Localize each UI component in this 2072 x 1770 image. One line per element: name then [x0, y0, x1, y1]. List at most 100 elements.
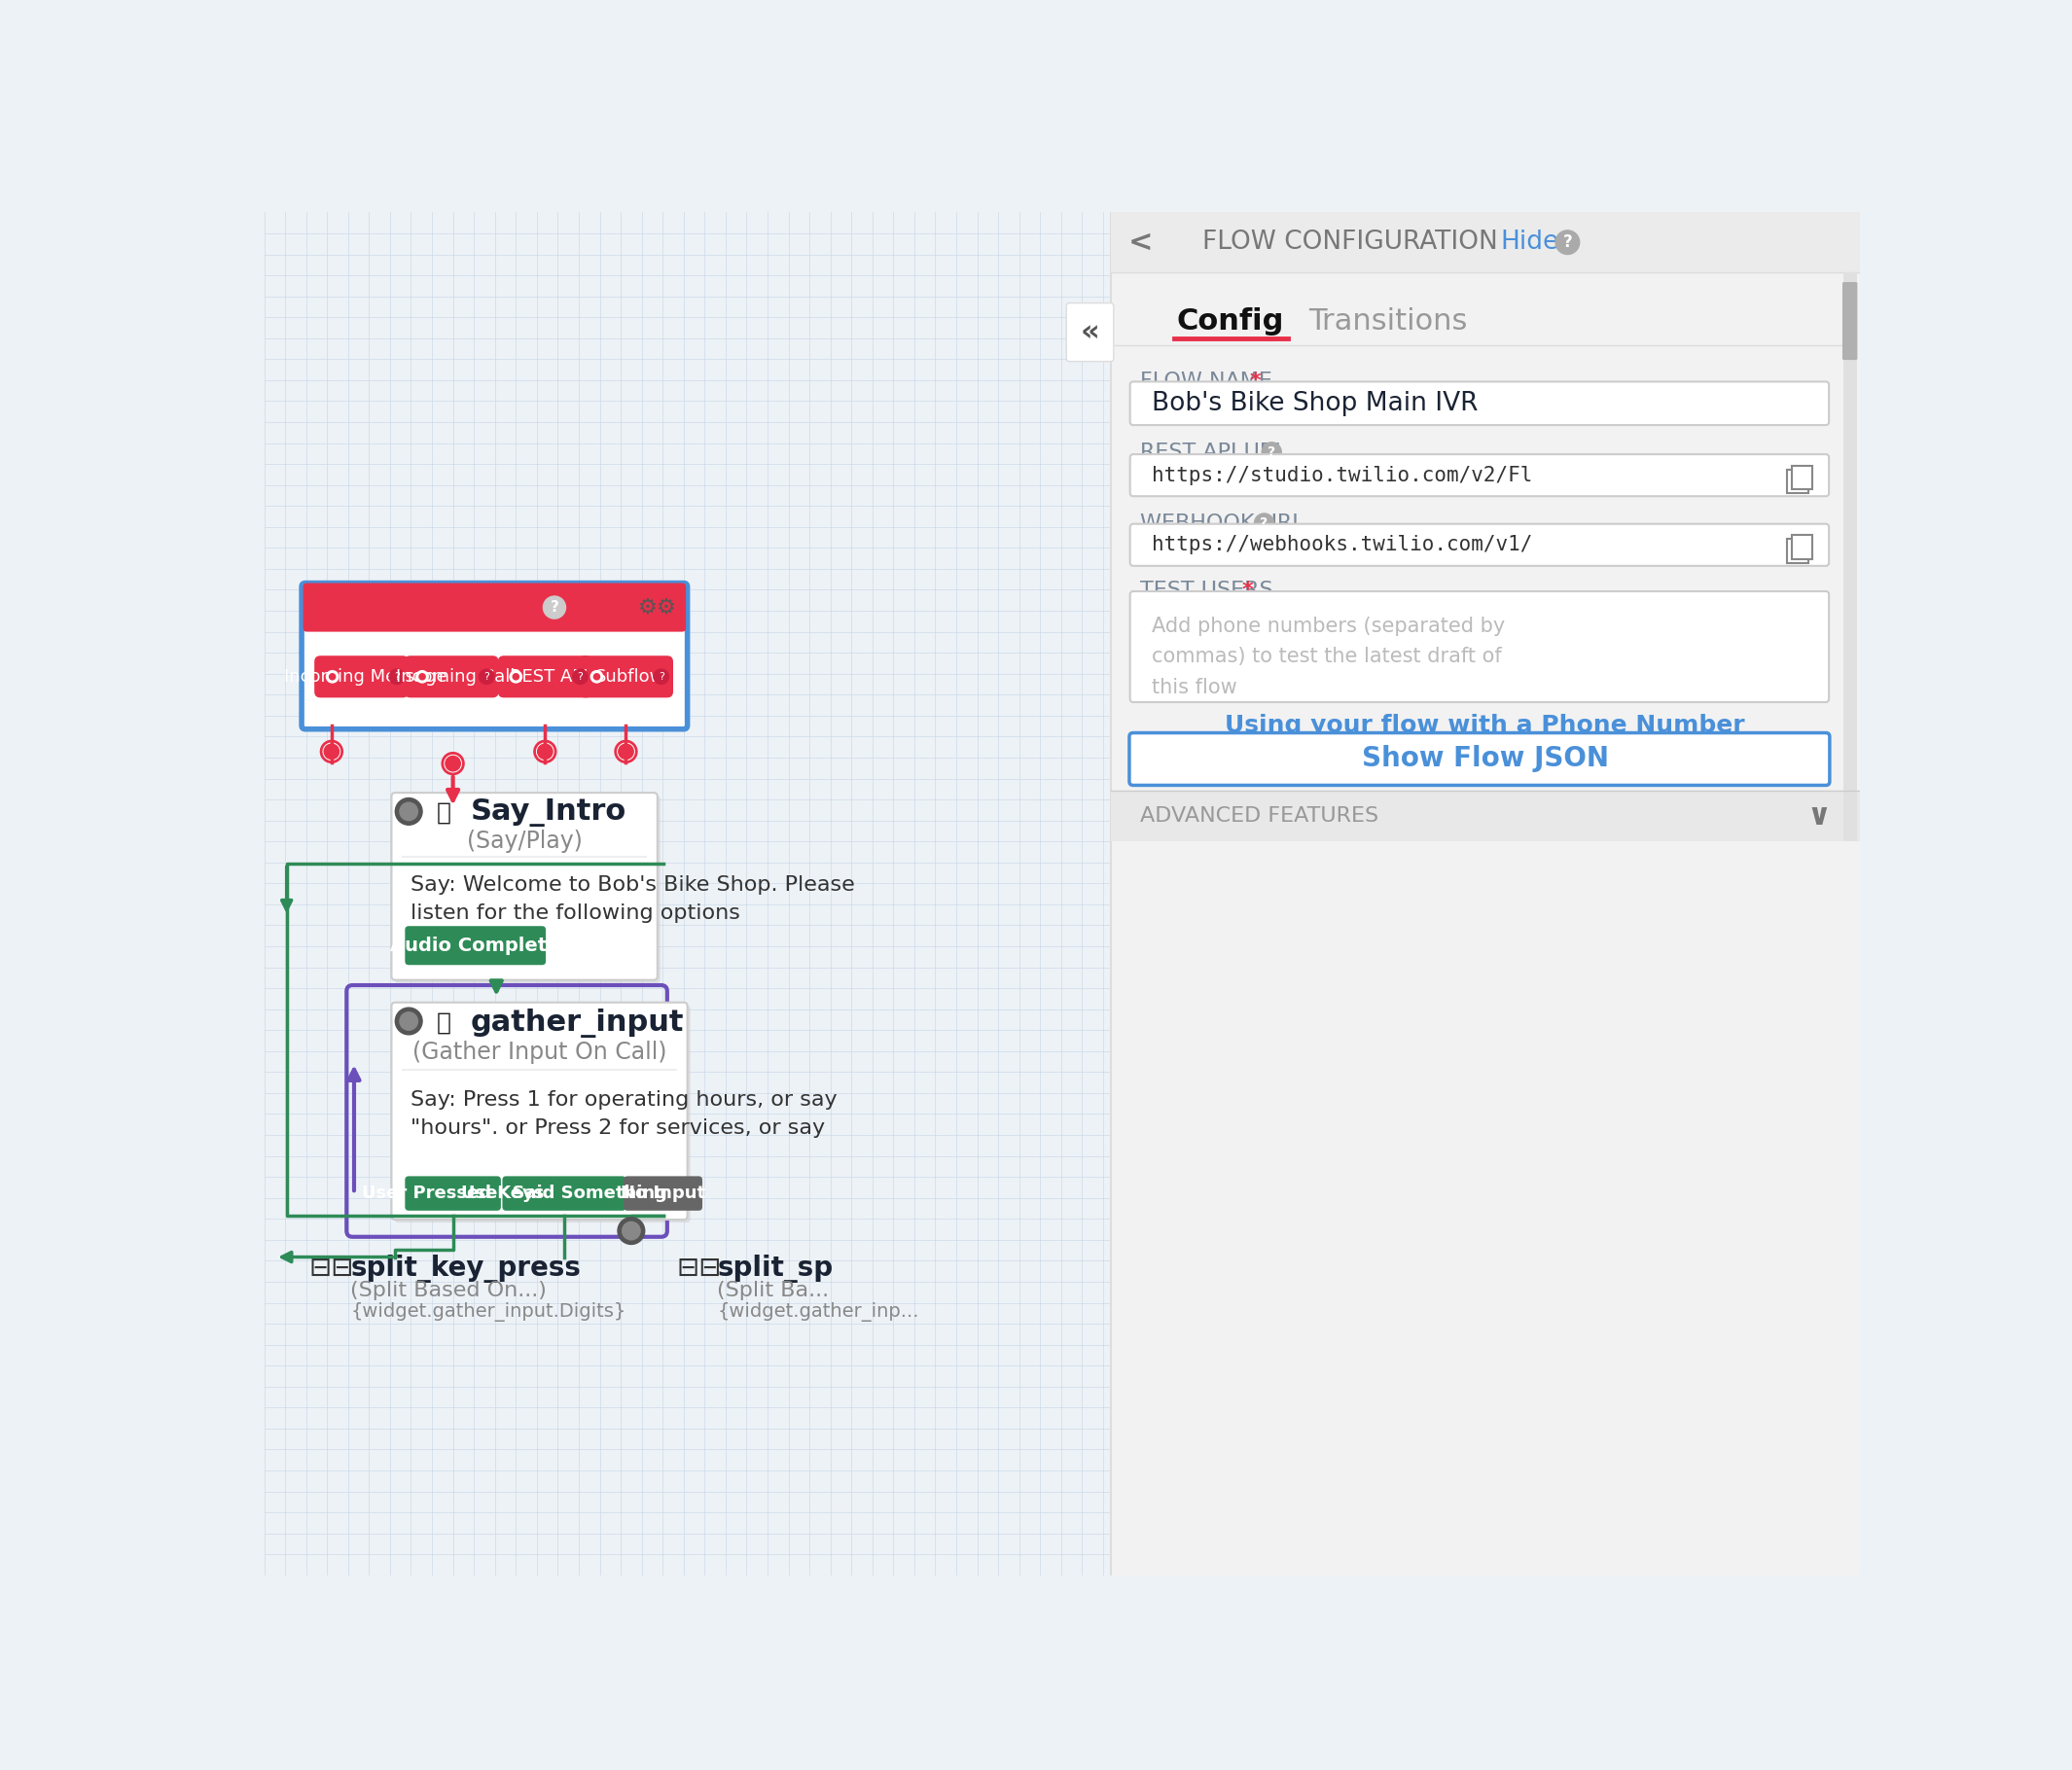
Circle shape: [1556, 230, 1579, 255]
Circle shape: [416, 671, 429, 683]
Text: ⊟⊟: ⊟⊟: [675, 1255, 721, 1281]
FancyBboxPatch shape: [392, 793, 657, 981]
Circle shape: [617, 1218, 644, 1244]
FancyBboxPatch shape: [307, 588, 682, 628]
Circle shape: [572, 669, 588, 685]
Circle shape: [535, 742, 555, 763]
Text: *: *: [1249, 372, 1260, 391]
Text: ?: ?: [659, 673, 663, 681]
Text: split_sp: split_sp: [717, 1255, 833, 1283]
Circle shape: [445, 756, 460, 772]
FancyBboxPatch shape: [578, 655, 673, 697]
FancyBboxPatch shape: [497, 655, 593, 697]
Text: Config: Config: [1177, 306, 1285, 335]
Circle shape: [617, 743, 634, 759]
Circle shape: [396, 798, 423, 825]
Circle shape: [323, 743, 340, 759]
FancyBboxPatch shape: [1129, 591, 1830, 703]
Text: Incoming Message: Incoming Message: [284, 667, 448, 685]
Circle shape: [327, 671, 338, 683]
FancyBboxPatch shape: [303, 582, 686, 632]
Text: (Split Based On...): (Split Based On...): [350, 1281, 547, 1301]
FancyBboxPatch shape: [624, 1177, 702, 1211]
Text: 📞: 📞: [437, 802, 452, 825]
Text: REST API: REST API: [510, 667, 588, 685]
Circle shape: [400, 1012, 419, 1030]
FancyBboxPatch shape: [1842, 281, 1857, 359]
Circle shape: [615, 742, 636, 763]
Circle shape: [622, 1221, 640, 1239]
Text: REST API URL: REST API URL: [1140, 442, 1287, 462]
Circle shape: [329, 674, 336, 680]
FancyBboxPatch shape: [1111, 791, 1861, 841]
FancyBboxPatch shape: [1129, 382, 1830, 425]
FancyBboxPatch shape: [1111, 212, 1861, 273]
FancyBboxPatch shape: [265, 212, 1111, 1575]
Text: ⊟⊟: ⊟⊟: [309, 1255, 354, 1281]
FancyBboxPatch shape: [1786, 538, 1809, 563]
Text: FLOW CONFIGURATION: FLOW CONFIGURATION: [1202, 230, 1498, 255]
Text: 📞: 📞: [437, 1011, 452, 1034]
Text: Incoming Call: Incoming Call: [396, 667, 514, 685]
Circle shape: [1254, 513, 1274, 533]
Circle shape: [443, 752, 464, 773]
Text: ?: ?: [549, 600, 559, 614]
Circle shape: [479, 669, 493, 685]
Text: Say: Press 1 for operating hours, or say
"hours". or Press 2 for services, or sa: Say: Press 1 for operating hours, or say…: [410, 1090, 837, 1138]
Text: ?: ?: [1260, 517, 1268, 529]
Text: Show Flow JSON: Show Flow JSON: [1361, 745, 1608, 773]
Text: No Input: No Input: [622, 1184, 704, 1202]
Text: ?: ?: [1562, 234, 1573, 251]
Circle shape: [396, 1007, 423, 1035]
Circle shape: [514, 674, 518, 680]
Text: ⚙⚙: ⚙⚙: [638, 598, 678, 618]
FancyBboxPatch shape: [394, 796, 661, 982]
Text: Trigger: Trigger: [408, 591, 539, 623]
Text: WEBHOOK URL: WEBHOOK URL: [1140, 513, 1305, 533]
FancyBboxPatch shape: [404, 926, 545, 965]
Text: split_key_press: split_key_press: [350, 1255, 580, 1283]
FancyBboxPatch shape: [1129, 455, 1830, 496]
Circle shape: [543, 596, 566, 620]
FancyBboxPatch shape: [1067, 303, 1113, 361]
Circle shape: [390, 669, 404, 685]
Text: Using your flow with a Phone Number: Using your flow with a Phone Number: [1225, 713, 1745, 736]
Text: User Pressed Keys: User Pressed Keys: [363, 1184, 545, 1202]
Text: «: «: [1080, 319, 1100, 347]
Text: FLOW NAME: FLOW NAME: [1140, 372, 1272, 391]
Text: (Gather Input On Call): (Gather Input On Call): [412, 1041, 667, 1064]
Text: Transitions: Transitions: [1307, 306, 1467, 335]
Circle shape: [1262, 442, 1280, 462]
FancyBboxPatch shape: [392, 1002, 688, 1220]
Text: (Say/Play): (Say/Play): [466, 830, 582, 853]
FancyBboxPatch shape: [1129, 733, 1830, 786]
Circle shape: [537, 743, 553, 759]
Text: gather_input: gather_input: [470, 1009, 684, 1037]
FancyBboxPatch shape: [404, 655, 499, 697]
Text: ?: ?: [1268, 446, 1276, 458]
FancyBboxPatch shape: [1844, 273, 1857, 841]
Text: User Said Something: User Said Something: [462, 1184, 667, 1202]
FancyBboxPatch shape: [1792, 466, 1813, 490]
Text: Add phone numbers (separated by
commas) to test the latest draft of
this flow: Add phone numbers (separated by commas) …: [1152, 616, 1504, 697]
FancyBboxPatch shape: [394, 1005, 690, 1223]
Circle shape: [595, 674, 599, 680]
Circle shape: [510, 671, 522, 683]
FancyBboxPatch shape: [1792, 535, 1813, 559]
Text: ADVANCED FEATURES: ADVANCED FEATURES: [1140, 807, 1380, 825]
Text: ?: ?: [394, 673, 400, 681]
FancyBboxPatch shape: [307, 607, 682, 628]
FancyBboxPatch shape: [1111, 212, 1861, 1575]
FancyBboxPatch shape: [1786, 469, 1809, 494]
Text: Subflow: Subflow: [595, 667, 665, 685]
Text: Say: Welcome to Bob's Bike Shop. Please
listen for the following options: Say: Welcome to Bob's Bike Shop. Please …: [410, 874, 854, 924]
Circle shape: [653, 669, 669, 685]
Text: ∨: ∨: [1807, 802, 1830, 830]
Circle shape: [321, 742, 342, 763]
Text: TEST USERS: TEST USERS: [1140, 581, 1274, 600]
FancyBboxPatch shape: [303, 582, 688, 729]
Text: https://studio.twilio.com/v2/Fl: https://studio.twilio.com/v2/Fl: [1152, 466, 1533, 485]
Text: ?: ?: [483, 673, 489, 681]
Text: Audio Complete: Audio Complete: [390, 936, 559, 954]
FancyBboxPatch shape: [501, 1177, 626, 1211]
